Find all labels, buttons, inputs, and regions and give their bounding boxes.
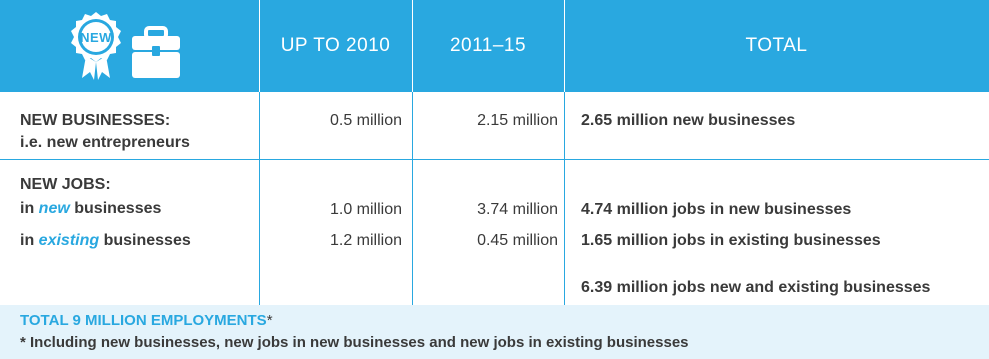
label-suffix: businesses bbox=[99, 232, 191, 249]
cell-value: 3.74 million bbox=[477, 201, 558, 218]
cell-value: 1.0 million bbox=[329, 201, 402, 218]
row-label-new-businesses: NEW BUSINESSES: bbox=[20, 112, 171, 129]
table-header: NEW UP TO 2010 2011–15 TOTAL bbox=[0, 0, 989, 92]
column-divider bbox=[564, 92, 565, 305]
badge-text: NEW bbox=[80, 30, 112, 45]
col-header-upto2010: UP TO 2010 bbox=[280, 35, 391, 56]
footer-title-text: TOTAL 9 MILLION EMPLOYMENTS bbox=[20, 312, 267, 329]
column-divider bbox=[259, 92, 260, 305]
row-sublabel-new-businesses: in new businesses bbox=[20, 199, 161, 219]
col-header-2011-15: 2011–15 bbox=[449, 35, 527, 56]
column-divider bbox=[412, 92, 413, 305]
header-icons: NEW bbox=[0, 0, 259, 92]
cell-total: 2.65 million new businesses bbox=[581, 112, 796, 129]
cell-value: 0.5 million bbox=[329, 112, 402, 129]
cell-total: 1.65 million jobs in existing businesses bbox=[581, 232, 881, 249]
col-header-total: TOTAL bbox=[745, 35, 808, 56]
cell-value: 2.15 million bbox=[477, 112, 558, 129]
table-footer bbox=[0, 305, 989, 359]
footer-title: TOTAL 9 MILLION EMPLOYMENTS* bbox=[20, 312, 273, 329]
cell-value: 1.2 million bbox=[329, 232, 402, 249]
cell-value: 0.45 million bbox=[477, 232, 558, 249]
label-emphasis: existing bbox=[38, 232, 100, 249]
footer-star: * bbox=[266, 312, 273, 329]
briefcase-icon bbox=[131, 26, 180, 78]
row-sublabel-existing-businesses: in existing businesses bbox=[20, 231, 191, 251]
label-suffix: businesses bbox=[69, 200, 162, 217]
header-divider bbox=[564, 0, 565, 92]
row-sublabel-new-entrepreneurs: i.e. new entrepreneurs bbox=[20, 134, 190, 151]
icon-group: NEW bbox=[70, 12, 180, 80]
cell-combined-total: 6.39 million jobs new and existing busin… bbox=[581, 279, 931, 296]
label-prefix: in bbox=[20, 200, 39, 217]
header-divider bbox=[259, 0, 260, 92]
footer-note: * Including new businesses, new jobs in … bbox=[20, 334, 689, 351]
header-divider bbox=[412, 0, 413, 92]
new-badge-icon: NEW bbox=[70, 12, 121, 80]
label-prefix: in bbox=[20, 232, 39, 249]
row-label-new-jobs: NEW JOBS: bbox=[20, 176, 111, 193]
cell-total: 4.74 million jobs in new businesses bbox=[581, 201, 852, 218]
label-emphasis: new bbox=[38, 200, 70, 217]
row-divider bbox=[0, 159, 989, 160]
